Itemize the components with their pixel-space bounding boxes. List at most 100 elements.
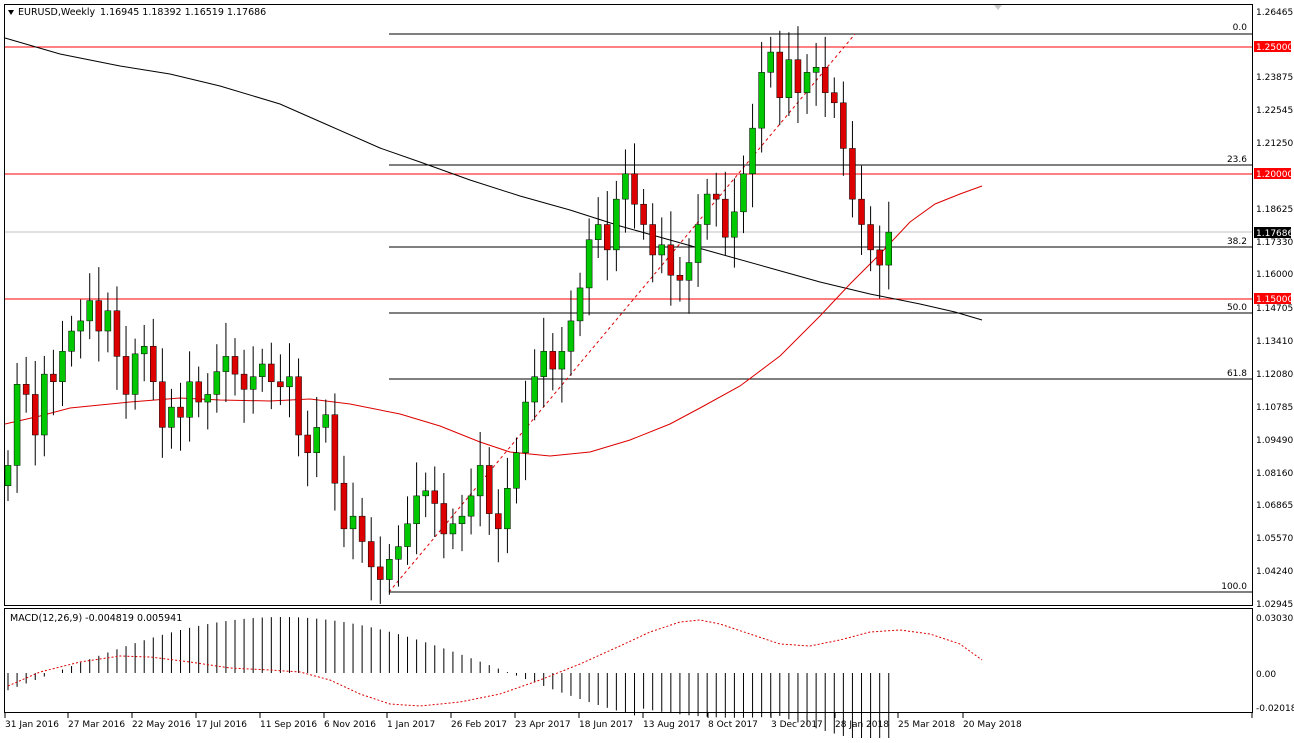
candle-bear[interactable] <box>794 59 802 93</box>
candle-bear[interactable] <box>377 566 384 580</box>
candle-bear[interactable] <box>549 351 557 370</box>
candle-bear[interactable] <box>340 482 348 530</box>
candle-bear[interactable] <box>150 345 157 383</box>
candle-bull[interactable] <box>258 363 266 377</box>
candle-bear[interactable] <box>640 203 647 225</box>
candle-bull[interactable] <box>404 523 411 547</box>
candle-bull[interactable] <box>513 452 520 489</box>
candle-bear[interactable] <box>712 193 720 200</box>
candle-bear[interactable] <box>858 198 865 225</box>
candle-bear[interactable] <box>240 373 248 390</box>
candle-bull[interactable] <box>104 310 112 332</box>
candle-bull[interactable] <box>504 488 511 530</box>
candle-bull[interactable] <box>467 495 475 517</box>
candle-bull[interactable] <box>168 406 175 428</box>
candle-bull[interactable] <box>522 401 529 454</box>
candle-bear[interactable] <box>113 310 121 357</box>
candle-bull[interactable] <box>41 373 48 436</box>
candle-bull[interactable] <box>812 67 820 73</box>
fibonacci-retracement[interactable]: 0.0 23.6 38.2 50.0 61.8 100.0 <box>388 23 1252 593</box>
candle-bull[interactable] <box>77 320 84 332</box>
candle-bull[interactable] <box>86 300 93 322</box>
candle-bear[interactable] <box>631 173 638 205</box>
candle-bull[interactable] <box>204 394 212 403</box>
candle-bear[interactable] <box>95 300 103 332</box>
candle-bear[interactable] <box>295 376 302 436</box>
candle-bear[interactable] <box>159 381 166 428</box>
candle-bull[interactable] <box>249 376 257 390</box>
candle-bull[interactable] <box>540 351 547 377</box>
candle-bear[interactable] <box>277 381 284 388</box>
candle-bear[interactable] <box>231 356 239 375</box>
candle-bull[interactable] <box>767 51 774 73</box>
candle-bull[interactable] <box>576 287 584 322</box>
candle-bull[interactable] <box>386 559 393 580</box>
candle-bear[interactable] <box>485 465 493 514</box>
candle-bull[interactable] <box>558 351 566 370</box>
candle-bear[interactable] <box>831 92 838 104</box>
candle-bear[interactable] <box>776 51 784 98</box>
candle-bear[interactable] <box>431 490 439 504</box>
candle-bull[interactable] <box>349 515 357 530</box>
candle-bear[interactable] <box>195 381 202 403</box>
candle-bull[interactable] <box>313 427 320 454</box>
candle-bear[interactable] <box>676 274 684 281</box>
candle-bull[interactable] <box>222 356 230 372</box>
triangle-down-icon[interactable] <box>8 10 14 15</box>
candle-bear[interactable] <box>722 198 729 238</box>
candle-bull[interactable] <box>213 371 221 395</box>
candle-bull[interactable] <box>613 198 620 251</box>
candle-bull[interactable] <box>567 320 575 352</box>
time-axis[interactable]: 31 Jan 2016 27 Mar 2016 22 May 2016 17 Jul … <box>4 713 1022 730</box>
candle-bull[interactable] <box>740 173 747 213</box>
candle-bull[interactable] <box>622 173 629 200</box>
candle-bear[interactable] <box>604 224 611 251</box>
candle-bear[interactable] <box>367 541 375 568</box>
candle-bear[interactable] <box>122 356 130 395</box>
candle-bull[interactable] <box>658 244 666 256</box>
candle-bull[interactable] <box>13 384 21 466</box>
candle-bull[interactable] <box>731 211 738 238</box>
candle-bull[interactable] <box>4 465 12 486</box>
candle-bull[interactable] <box>885 231 893 266</box>
candle-bear[interactable] <box>821 67 829 93</box>
candle-bear[interactable] <box>840 102 847 149</box>
candle-bear[interactable] <box>358 515 366 542</box>
candle-bull[interactable] <box>458 515 466 525</box>
price-axis[interactable]: 1.26465 1.25000 1.23875 1.22545 1.21250 … <box>1254 8 1293 610</box>
candle-bull[interactable] <box>803 72 811 93</box>
fib-trendline[interactable] <box>388 33 856 593</box>
candle-bear[interactable] <box>649 224 656 256</box>
candle-bear[interactable] <box>876 249 883 266</box>
candle-bull[interactable] <box>140 345 148 355</box>
candle-bull[interactable] <box>413 495 420 525</box>
candle-bear[interactable] <box>50 373 57 383</box>
candle-bull[interactable] <box>322 414 330 428</box>
candlesticks[interactable] <box>4 26 893 604</box>
candle-bear[interactable] <box>177 406 184 418</box>
candle-bull[interactable] <box>758 72 765 129</box>
candle-bear[interactable] <box>31 394 39 436</box>
candle-bull[interactable] <box>68 330 75 352</box>
candle-bull[interactable] <box>395 546 402 560</box>
candle-bull[interactable] <box>594 224 602 240</box>
candle-bear[interactable] <box>304 434 311 454</box>
candle-bull[interactable] <box>422 490 429 497</box>
candle-bull[interactable] <box>703 193 711 225</box>
candle-bear[interactable] <box>331 414 339 484</box>
candle-bull[interactable] <box>476 465 484 497</box>
candle-bull[interactable] <box>186 381 193 418</box>
candle-bull[interactable] <box>749 127 756 175</box>
candle-bull[interactable] <box>531 376 538 403</box>
candle-bear[interactable] <box>667 244 675 276</box>
candle-bull[interactable] <box>131 353 139 395</box>
candle-bull[interactable] <box>685 262 693 281</box>
candle-bull[interactable] <box>59 351 66 383</box>
candle-bear[interactable] <box>268 363 275 383</box>
candle-bear[interactable] <box>495 513 502 530</box>
candle-bear[interactable] <box>22 384 30 395</box>
candle-bear[interactable] <box>440 503 448 535</box>
candle-bull[interactable] <box>449 523 457 535</box>
